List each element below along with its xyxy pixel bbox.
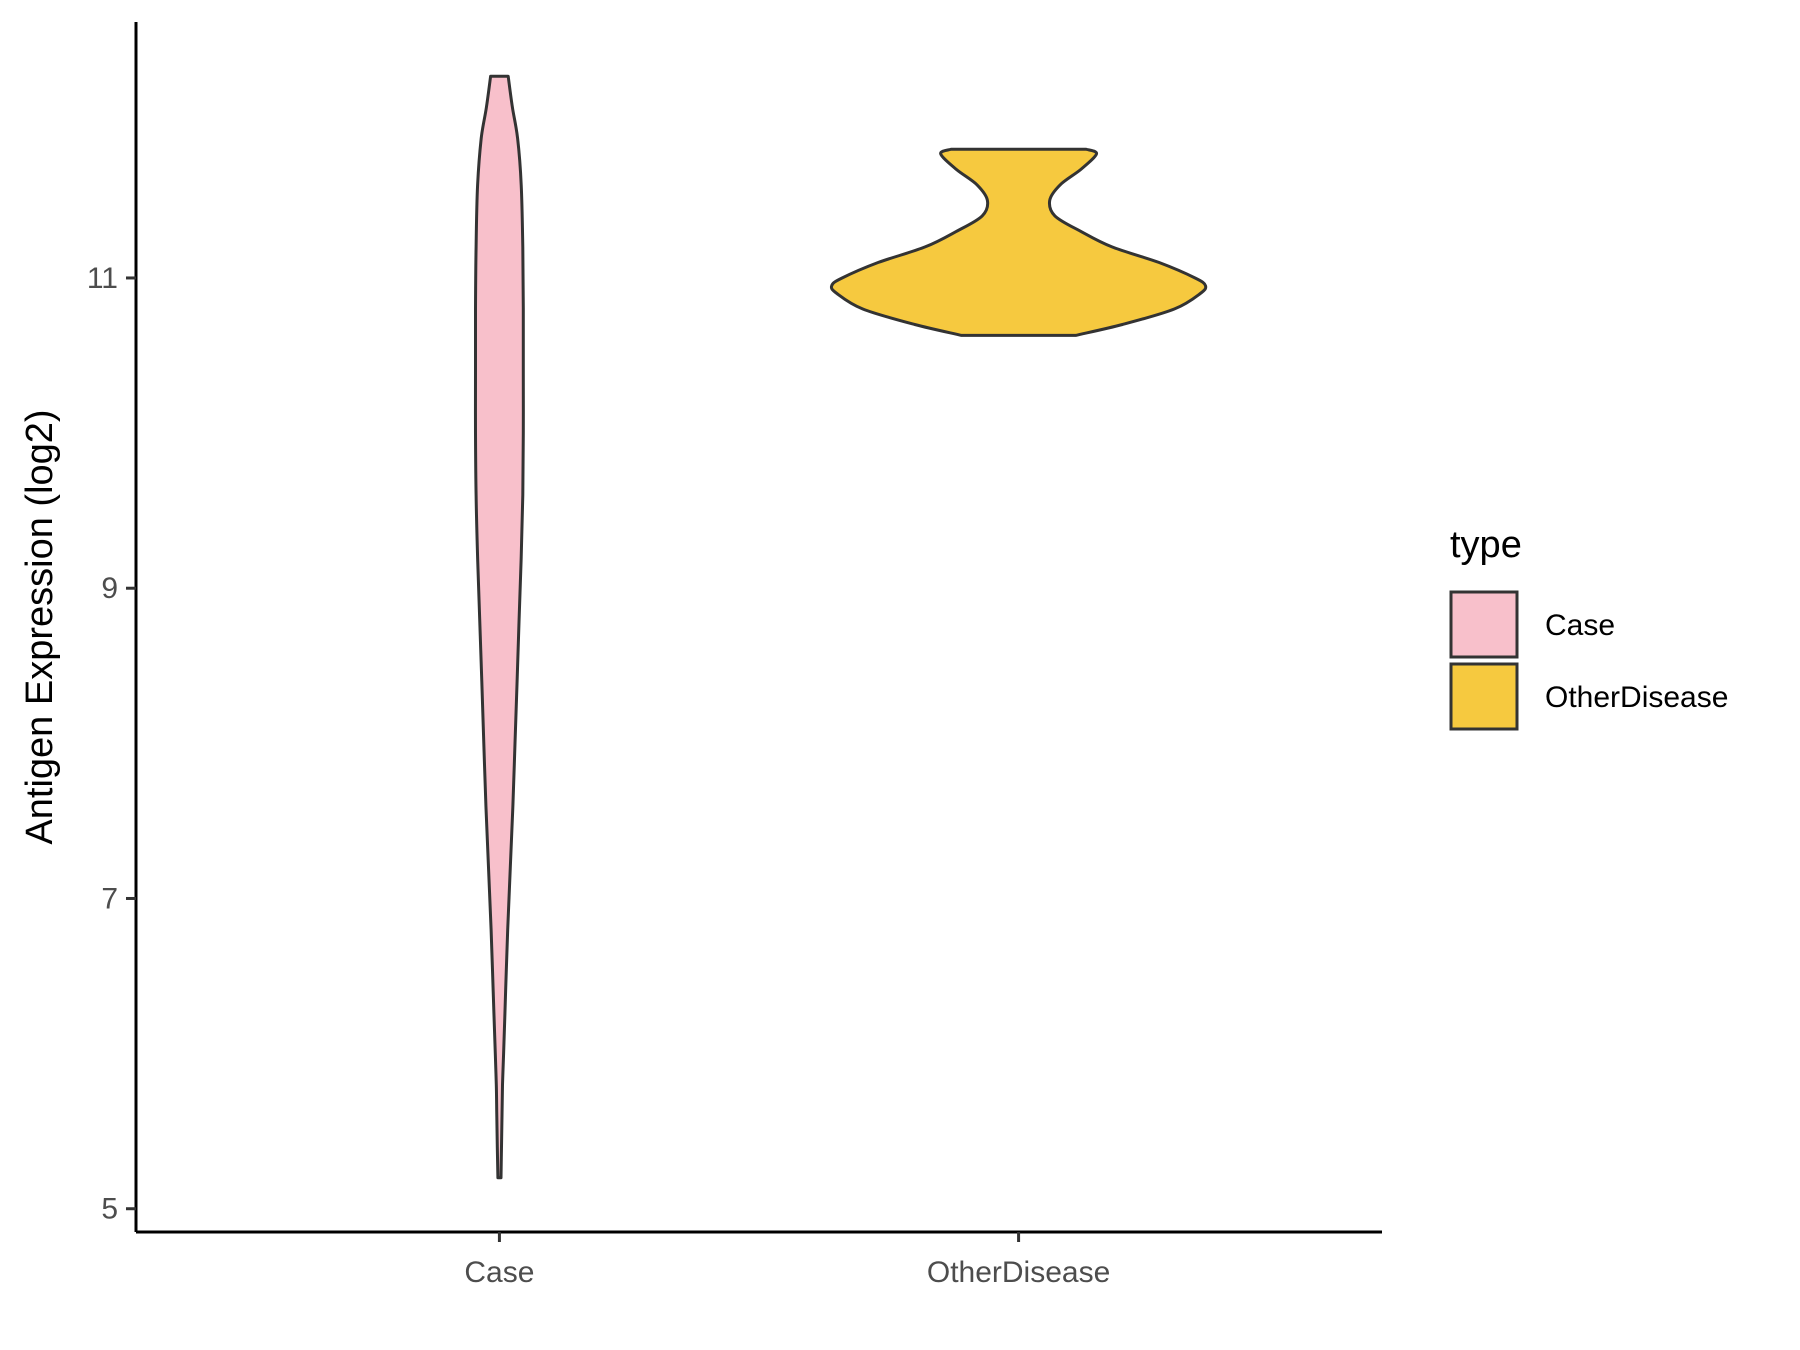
x-tick-label: OtherDisease [927, 1256, 1110, 1289]
x-ticks: Case OtherDisease [464, 1232, 1110, 1289]
y-tick-label: 9 [101, 572, 118, 605]
y-tick-label: 7 [101, 882, 118, 915]
violin-case [473, 74, 525, 1180]
legend-key-otherdisease [1449, 662, 1519, 731]
y-tick-label: 5 [101, 1193, 118, 1226]
x-tick-label: Case [464, 1256, 534, 1289]
violin-otherdisease [829, 147, 1208, 337]
legend: type Case OtherDisease [1449, 524, 1728, 731]
y-ticks: 5 7 9 11 [87, 262, 136, 1226]
legend-label-otherdisease: OtherDisease [1545, 681, 1728, 714]
legend-label-case: Case [1545, 609, 1615, 642]
y-tick-label: 11 [87, 262, 118, 295]
y-axis-title: Antigen Expression (log2) [19, 409, 61, 844]
violins-layer [473, 74, 1208, 1180]
legend-key-case [1449, 590, 1519, 659]
legend-title: type [1450, 524, 1522, 566]
